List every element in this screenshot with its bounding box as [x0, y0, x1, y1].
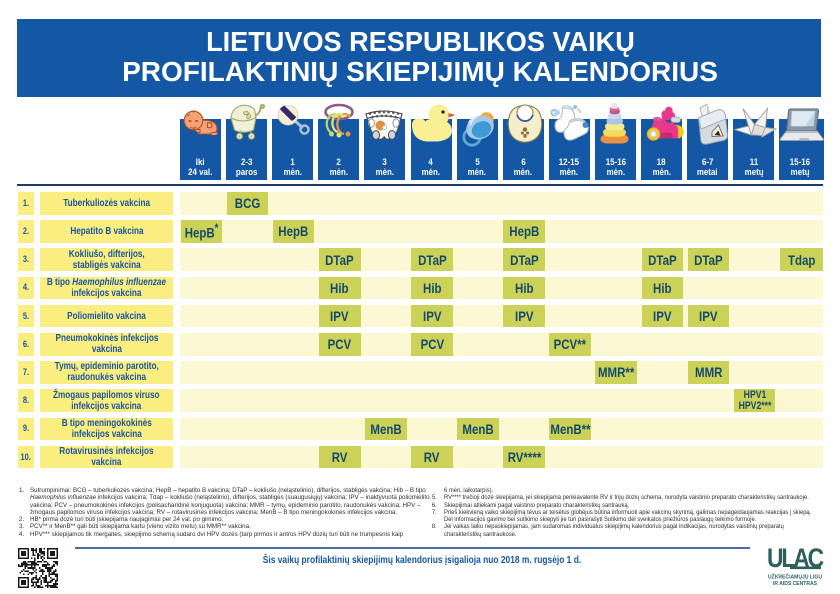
- svg-text:IR AIDS CENTRAS: IR AIDS CENTRAS: [773, 581, 817, 587]
- svg-text:UŽKREČIAMŲJŲ LIGŲ: UŽKREČIAMŲJŲ LIGŲ: [768, 573, 822, 581]
